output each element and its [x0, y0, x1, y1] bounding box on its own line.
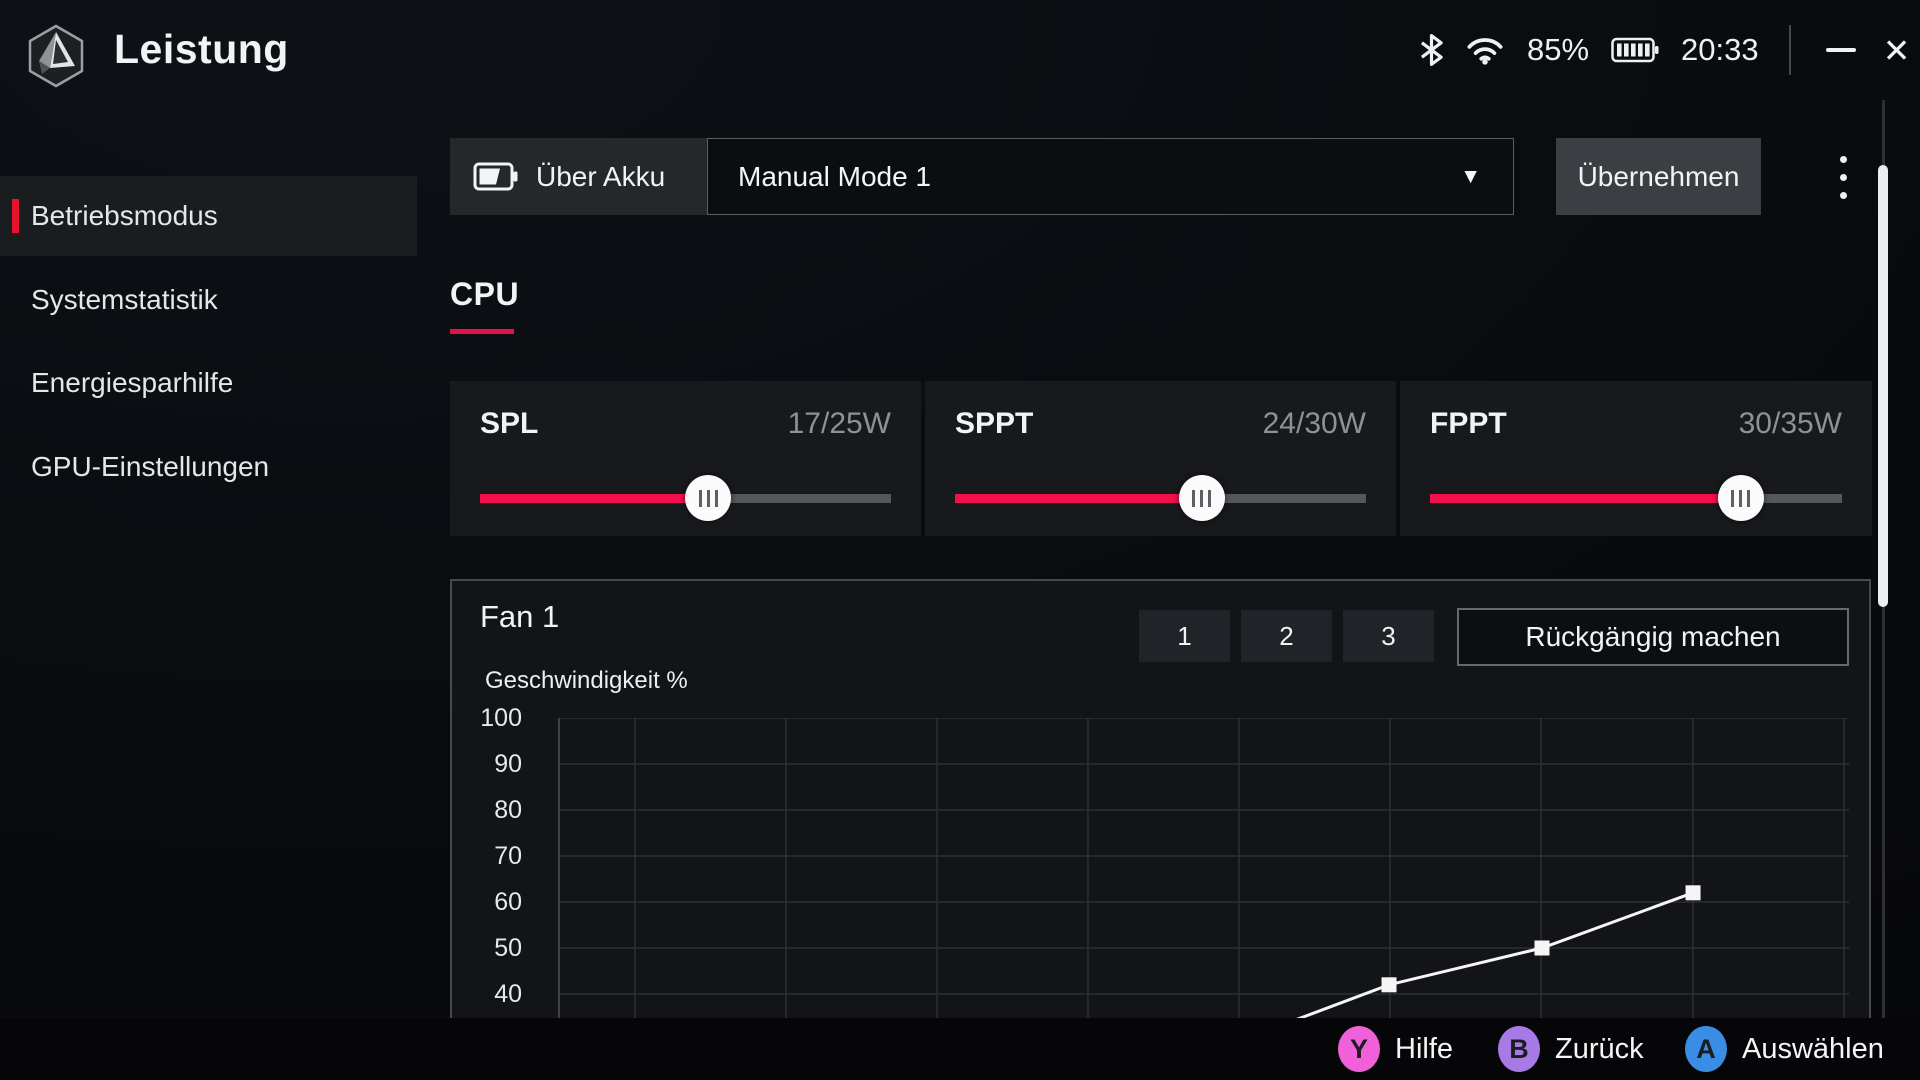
sidebar-item-label: Betriebsmodus — [31, 200, 218, 231]
y-tick-label: 70 — [494, 842, 522, 870]
battery-percent: 85% — [1527, 32, 1590, 67]
hint-select: A Auswählen — [1685, 1026, 1884, 1072]
kebab-dot — [1839, 173, 1847, 181]
fan-curve-panel: Fan 1 1 2 3 Rückgängig machen Geschwindi… — [450, 579, 1871, 1020]
dropdown-arrow-icon: ▼ — [1460, 164, 1481, 188]
power-card-value: 24/30W — [1262, 407, 1366, 440]
sidebar-item-label: GPU-Einstellungen — [31, 451, 270, 482]
slider-fill — [955, 494, 1202, 503]
y-tick-label: 40 — [494, 980, 522, 1008]
sidebar-item-label: Energiesparhilfe — [31, 367, 234, 398]
sidebar-item-label: Systemstatistik — [31, 284, 218, 315]
y-tick-label: 80 — [494, 796, 522, 824]
slider-thumb[interactable] — [685, 475, 732, 521]
minimize-icon — [1825, 48, 1856, 52]
undo-button-label: Rückgängig machen — [1525, 621, 1781, 652]
hint-help: Y Hilfe — [1338, 1026, 1453, 1072]
power-card-fppt: FPPT 30/35W — [1400, 381, 1872, 536]
preset-label: 2 — [1279, 620, 1294, 651]
apply-button[interactable]: Übernehmen — [1556, 138, 1761, 215]
fan-preset-2-button[interactable]: 2 — [1241, 610, 1332, 662]
kebab-dot — [1839, 155, 1847, 163]
undo-button[interactable]: Rückgängig machen — [1457, 608, 1849, 666]
power-source-label: Über Akku — [536, 160, 666, 192]
power-card-title: SPL — [480, 407, 539, 440]
sidebar-item-betriebsmodus[interactable]: Betriebsmodus — [0, 176, 417, 256]
y-tick-label: 100 — [480, 704, 522, 732]
preset-label: 3 — [1381, 620, 1396, 651]
y-tick-label: 60 — [494, 888, 522, 916]
gamepad-y-button-icon: Y — [1338, 1026, 1380, 1072]
power-card-spl: SPL 17/25W — [450, 381, 921, 536]
scrollbar-thumb[interactable] — [1878, 165, 1888, 607]
spl-slider[interactable] — [480, 475, 891, 521]
sidebar-item-systemstatistik[interactable]: Systemstatistik — [0, 260, 417, 340]
fppt-slider[interactable] — [1430, 475, 1842, 521]
apply-button-label: Übernehmen — [1577, 160, 1740, 192]
fan-curve-chart[interactable] — [558, 718, 1849, 1020]
fan-preset-3-button[interactable]: 3 — [1343, 610, 1434, 662]
hint-back: B Zurück — [1498, 1026, 1644, 1072]
power-card-title: SPPT — [955, 407, 1034, 440]
preset-label: 1 — [1177, 620, 1192, 651]
close-button[interactable]: ✕ — [1869, 20, 1920, 80]
power-card-sppt: SPPT 24/30W — [925, 381, 1396, 536]
mode-select-dropdown[interactable]: Manual Mode 1 ▼ — [707, 138, 1514, 215]
hint-label: Auswählen — [1742, 1032, 1884, 1065]
more-options-button[interactable] — [1828, 146, 1858, 208]
sidebar-item-gpu-einstellungen[interactable]: GPU-Einstellungen — [0, 427, 417, 507]
power-card-value: 30/35W — [1738, 407, 1842, 440]
power-card-title: FPPT — [1430, 407, 1507, 440]
app-logo-icon — [28, 24, 84, 88]
gamepad-a-button-icon: A — [1685, 1026, 1727, 1072]
page-title: Leistung — [114, 26, 289, 72]
minimize-button[interactable] — [1813, 20, 1869, 80]
status-bar: 85% 20:33 ✕ — [1420, 0, 1920, 100]
slider-thumb[interactable] — [1178, 475, 1225, 521]
fan-panel-title: Fan 1 — [480, 599, 560, 634]
fan-preset-1-button[interactable]: 1 — [1139, 610, 1230, 662]
battery-icon — [1611, 37, 1659, 63]
wifi-icon — [1465, 35, 1505, 65]
selected-mode-value: Manual Mode 1 — [738, 160, 932, 192]
slider-thumb[interactable] — [1717, 475, 1764, 521]
gamepad-b-button-icon: B — [1498, 1026, 1540, 1072]
y-tick-label: 50 — [494, 934, 522, 962]
hint-label: Hilfe — [1395, 1032, 1454, 1065]
slider-fill — [480, 494, 709, 503]
y-axis-label: Geschwindigkeit % — [485, 667, 688, 694]
sidebar-item-energiesparhilfe[interactable]: Energiesparhilfe — [0, 343, 417, 423]
tab-active-underline — [450, 329, 514, 334]
power-card-value: 17/25W — [787, 407, 891, 440]
hint-label: Zurück — [1555, 1032, 1644, 1065]
close-icon: ✕ — [1882, 31, 1911, 69]
tab-cpu[interactable]: CPU — [450, 276, 520, 312]
clock: 20:33 — [1681, 32, 1759, 67]
slider-fill — [1430, 494, 1741, 503]
on-battery-icon — [473, 162, 518, 191]
titlebar-divider — [1788, 25, 1791, 75]
power-source-indicator: Über Akku — [450, 138, 707, 215]
sppt-slider[interactable] — [955, 475, 1366, 521]
kebab-dot — [1839, 191, 1847, 199]
selected-accent-bar — [12, 199, 19, 233]
gamepad-hint-bar: Y Hilfe B Zurück A Auswählen — [0, 1018, 1920, 1080]
y-tick-label: 90 — [494, 750, 522, 778]
bluetooth-icon — [1420, 34, 1443, 66]
